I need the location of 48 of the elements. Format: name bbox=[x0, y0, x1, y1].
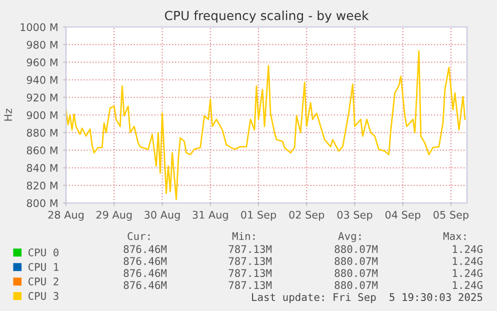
x-tick-label: 31 Aug bbox=[192, 210, 228, 221]
text: 1.24G bbox=[452, 269, 482, 278]
x-tick-label: 30 Aug bbox=[144, 210, 180, 221]
line-series bbox=[66, 50, 466, 200]
legend-label: CPU 2 bbox=[28, 277, 58, 286]
text: Min: bbox=[232, 232, 255, 240]
y-tick-label: 920 M bbox=[26, 94, 58, 102]
text: 1.24G bbox=[452, 257, 482, 266]
y-tick-label: 980 M bbox=[26, 40, 58, 49]
text: 880.07M bbox=[334, 257, 378, 266]
y-axis-title: Hz bbox=[4, 108, 12, 121]
text: 880.07M bbox=[334, 281, 378, 290]
text: 876.46M bbox=[124, 281, 167, 290]
y-tick-label: 1000 M bbox=[20, 23, 58, 32]
x-tick-label: 28 Aug bbox=[48, 210, 84, 221]
y-tick-label: 880 M bbox=[26, 128, 58, 137]
text: 787.13M bbox=[228, 257, 272, 266]
y-tick-label: 860 M bbox=[26, 146, 58, 154]
y-tick-label: 960 M bbox=[26, 58, 58, 66]
text: 1.24G bbox=[452, 281, 482, 290]
x-tick-label: 05 Sep bbox=[434, 210, 468, 221]
legend-label: CPU 0 bbox=[28, 248, 58, 256]
x-tick-label: 29 Aug bbox=[96, 210, 132, 221]
text: 880.07M bbox=[334, 269, 378, 278]
text: 876.46M bbox=[124, 269, 167, 278]
y-tick-label: 940 M bbox=[26, 76, 58, 84]
text: 787.13M bbox=[228, 245, 272, 254]
y-tick-label: 820 M bbox=[26, 182, 58, 190]
text: 1.24G bbox=[452, 245, 482, 254]
text: 876.46M bbox=[124, 257, 167, 266]
x-tick-label: 02 Sep bbox=[289, 210, 324, 221]
text: 787.13M bbox=[228, 281, 272, 290]
x-tick-label: 03 Sep bbox=[337, 210, 372, 221]
y-tick-label: 900 M bbox=[26, 111, 58, 120]
legend-label: CPU 3 bbox=[28, 292, 58, 300]
text: 880.07M bbox=[334, 245, 378, 254]
text: Max: bbox=[443, 232, 466, 240]
x-tick-label: 01 Sep bbox=[241, 210, 276, 221]
legend-label: CPU 1 bbox=[28, 262, 58, 271]
text: Cur: bbox=[128, 232, 150, 240]
chart-title: CPU frequency scaling - by week bbox=[164, 10, 369, 23]
text: 876.46M bbox=[124, 245, 167, 254]
y-tick-label: 840 M bbox=[26, 164, 58, 172]
text: Avg: bbox=[338, 232, 361, 242]
y-tick-label: 800 M bbox=[26, 199, 58, 208]
text: 787.13M bbox=[228, 269, 272, 278]
x-tick-label: 04 Sep bbox=[385, 210, 420, 221]
text: Last update: Fri Sep 5 19:30:03 2025 bbox=[252, 292, 482, 304]
